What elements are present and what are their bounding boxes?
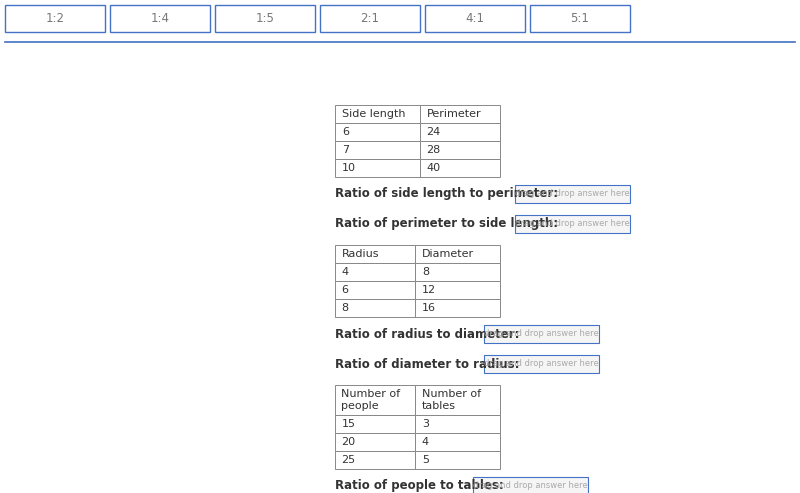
FancyBboxPatch shape	[530, 5, 630, 32]
FancyBboxPatch shape	[335, 281, 415, 299]
Text: 6: 6	[342, 285, 349, 295]
Text: Side length: Side length	[342, 109, 406, 119]
FancyBboxPatch shape	[415, 451, 500, 469]
Text: 40: 40	[426, 163, 441, 173]
FancyBboxPatch shape	[425, 5, 525, 32]
Text: drag and drop answer here: drag and drop answer here	[474, 482, 588, 491]
Text: 4: 4	[422, 437, 429, 447]
Text: 24: 24	[426, 127, 441, 137]
FancyBboxPatch shape	[5, 5, 105, 32]
Text: drag and drop answer here: drag and drop answer here	[484, 359, 598, 368]
FancyBboxPatch shape	[483, 325, 598, 343]
Text: 1:5: 1:5	[255, 12, 274, 25]
FancyBboxPatch shape	[415, 415, 500, 433]
FancyBboxPatch shape	[215, 5, 315, 32]
Text: Number of
people: Number of people	[342, 389, 401, 411]
Text: 4: 4	[342, 267, 349, 277]
Text: drag and drop answer here: drag and drop answer here	[515, 219, 630, 228]
FancyBboxPatch shape	[415, 263, 500, 281]
FancyBboxPatch shape	[335, 451, 415, 469]
Text: Ratio of radius to diameter:: Ratio of radius to diameter:	[335, 327, 519, 341]
Text: Diameter: Diameter	[422, 249, 474, 259]
FancyBboxPatch shape	[420, 105, 500, 123]
FancyBboxPatch shape	[335, 141, 420, 159]
FancyBboxPatch shape	[415, 245, 500, 263]
Text: 3: 3	[422, 419, 429, 429]
FancyBboxPatch shape	[483, 355, 598, 373]
FancyBboxPatch shape	[335, 415, 415, 433]
Text: drag and drop answer here: drag and drop answer here	[515, 189, 630, 199]
FancyBboxPatch shape	[515, 185, 630, 203]
Text: Ratio of perimeter to side length:: Ratio of perimeter to side length:	[335, 217, 558, 231]
Text: Ratio of diameter to radius:: Ratio of diameter to radius:	[335, 357, 519, 371]
Text: 12: 12	[422, 285, 436, 295]
FancyBboxPatch shape	[335, 263, 415, 281]
FancyBboxPatch shape	[335, 433, 415, 451]
Text: 2:1: 2:1	[361, 12, 379, 25]
FancyBboxPatch shape	[335, 385, 415, 415]
FancyBboxPatch shape	[415, 299, 500, 317]
Text: 25: 25	[342, 455, 355, 465]
FancyBboxPatch shape	[335, 299, 415, 317]
Text: 1:4: 1:4	[150, 12, 170, 25]
Text: 8: 8	[342, 303, 349, 313]
FancyBboxPatch shape	[420, 123, 500, 141]
Text: 5:1: 5:1	[570, 12, 590, 25]
Text: 6: 6	[342, 127, 349, 137]
FancyBboxPatch shape	[415, 433, 500, 451]
Text: 15: 15	[342, 419, 355, 429]
Text: 8: 8	[422, 267, 429, 277]
FancyBboxPatch shape	[335, 105, 420, 123]
FancyBboxPatch shape	[335, 123, 420, 141]
Text: Ratio of side length to perimeter:: Ratio of side length to perimeter:	[335, 187, 558, 201]
Text: 5: 5	[422, 455, 429, 465]
Text: 20: 20	[342, 437, 355, 447]
FancyBboxPatch shape	[110, 5, 210, 32]
FancyBboxPatch shape	[335, 245, 415, 263]
FancyBboxPatch shape	[415, 281, 500, 299]
Text: 7: 7	[342, 145, 349, 155]
Text: 4:1: 4:1	[466, 12, 485, 25]
Text: 16: 16	[422, 303, 436, 313]
Text: Ratio of people to tables:: Ratio of people to tables:	[335, 480, 504, 493]
Text: Radius: Radius	[342, 249, 379, 259]
FancyBboxPatch shape	[320, 5, 420, 32]
Text: drag and drop answer here: drag and drop answer here	[484, 329, 598, 339]
Text: 1:2: 1:2	[46, 12, 65, 25]
FancyBboxPatch shape	[335, 159, 420, 177]
Text: 10: 10	[342, 163, 356, 173]
FancyBboxPatch shape	[420, 159, 500, 177]
Text: Number of
tables: Number of tables	[422, 389, 481, 411]
FancyBboxPatch shape	[515, 215, 630, 233]
FancyBboxPatch shape	[474, 477, 588, 493]
Text: Perimeter: Perimeter	[426, 109, 481, 119]
Text: 28: 28	[426, 145, 441, 155]
FancyBboxPatch shape	[420, 141, 500, 159]
FancyBboxPatch shape	[415, 385, 500, 415]
